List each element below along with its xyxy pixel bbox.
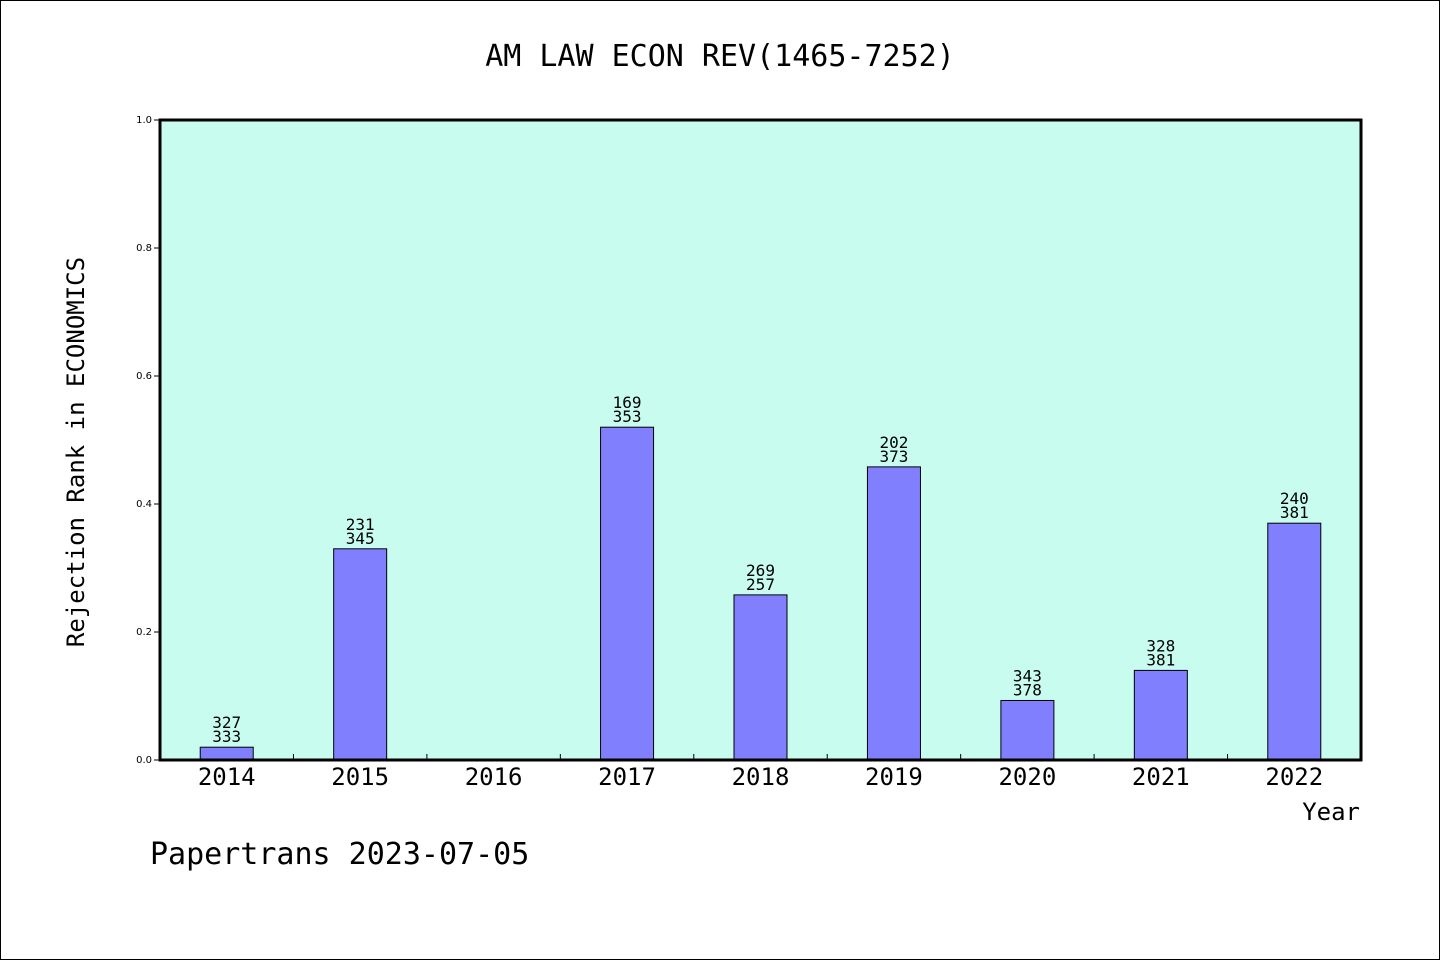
y-tick-label: 0.0 xyxy=(136,755,152,766)
bar-label-top-2022: 240 xyxy=(1280,489,1309,508)
bar-2021 xyxy=(1133,669,1188,761)
footer-caption: Papertrans 2023-07-05 xyxy=(150,837,529,872)
y-tick-label: 0.4 xyxy=(136,499,152,510)
bar-label-top-2021: 328 xyxy=(1146,636,1175,655)
bar-2020 xyxy=(1000,699,1055,761)
bar-label-top-2014: 327 xyxy=(212,713,241,732)
x-tick-label-2016: 2016 xyxy=(465,763,523,791)
bar-label-bottom-2019: 373 xyxy=(879,447,908,466)
x-tick-label-2014: 2014 xyxy=(198,763,256,791)
chart-title: AM LAW ECON REV(1465-7252) xyxy=(485,39,955,74)
x-tick-label-2022: 2022 xyxy=(1265,763,1323,791)
bar-label-top-2015: 231 xyxy=(346,515,375,534)
bar-label-bottom-2020: 378 xyxy=(1013,680,1042,699)
bar-label-bottom-2015: 345 xyxy=(346,529,375,548)
bar-label-top-2019: 202 xyxy=(879,433,908,452)
bar-2022 xyxy=(1267,522,1322,761)
bar-labels: 3273332313451693532692572023733433783283… xyxy=(212,393,1308,746)
bar-label-bottom-2018: 257 xyxy=(746,575,775,594)
x-tick-label-2021: 2021 xyxy=(1132,763,1190,791)
bar-2017 xyxy=(600,426,655,761)
bar-label-bottom-2014: 333 xyxy=(212,727,241,746)
bar-label-bottom-2017: 353 xyxy=(613,407,642,426)
bar-2019 xyxy=(866,466,921,761)
bar-label-top-2017: 169 xyxy=(613,393,642,412)
x-tick-labels: 2014 2015 2016 2017 2018 2019 2020 2021 2022 xyxy=(198,763,1323,791)
y-tick-label: 0.2 xyxy=(136,627,152,638)
y-tick-label: 0.6 xyxy=(136,371,152,382)
bar-label-bottom-2021: 381 xyxy=(1146,650,1175,669)
bar-label-top-2020: 343 xyxy=(1013,666,1042,685)
bar-2018 xyxy=(733,594,788,761)
y-tick-label: 0.8 xyxy=(136,243,152,254)
x-tick-label-2017: 2017 xyxy=(598,763,656,791)
y-tick-label: 1.0 xyxy=(136,115,152,126)
x-tick-label-2015: 2015 xyxy=(331,763,389,791)
x-axis-label: Year xyxy=(1302,798,1360,826)
x-tick-label-2018: 2018 xyxy=(732,763,790,791)
plot-border xyxy=(158,118,1363,762)
x-tick-label-2019: 2019 xyxy=(865,763,923,791)
bars xyxy=(199,426,1322,761)
bar-2014 xyxy=(199,746,254,761)
x-tick-label-2020: 2020 xyxy=(998,763,1056,791)
bar-label-top-2018: 269 xyxy=(746,561,775,580)
y-axis-label: Rejection Rank in ECONOMICS xyxy=(62,257,90,647)
bar-2015 xyxy=(333,548,388,761)
bar-label-bottom-2022: 381 xyxy=(1280,503,1309,522)
y-axis-ticks: 0.0 0.2 0.4 0.6 0.8 1.0 xyxy=(136,115,160,766)
